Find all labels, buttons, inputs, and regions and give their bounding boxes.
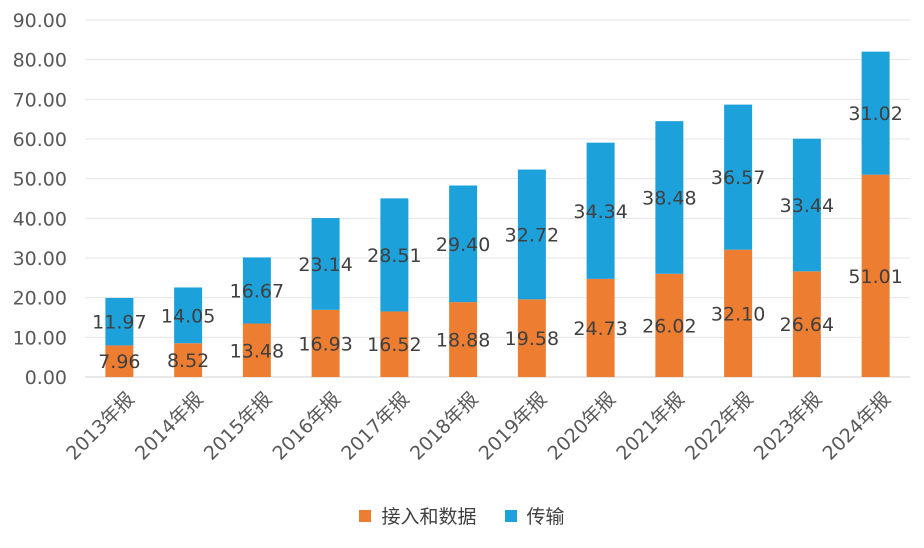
legend-item-series-0[interactable]: 接入和数据 (359, 502, 477, 529)
y-tick-label: 70.00 (13, 89, 67, 111)
bar-series-0[interactable] (311, 309, 340, 377)
bar-series-1[interactable] (517, 169, 546, 300)
data-label-series-0: 13.48 (230, 340, 284, 362)
bars (105, 51, 890, 377)
data-label-series-1: 29.40 (436, 234, 490, 256)
data-label-series-1: 33.44 (780, 195, 834, 217)
y-tick-label: 40.00 (13, 208, 67, 230)
bar-series-0[interactable] (242, 323, 271, 377)
bar-series-1[interactable] (655, 121, 684, 274)
bar-series-1[interactable] (242, 257, 271, 324)
legend: 接入和数据 传输 (0, 502, 924, 529)
data-label-series-1: 14.05 (161, 305, 215, 327)
data-label-series-0: 26.02 (642, 315, 696, 337)
x-tick-label: 2013年报 (62, 388, 139, 465)
legend-item-series-1[interactable]: 传输 (504, 502, 565, 529)
data-label-series-1: 32.72 (505, 224, 559, 246)
y-tick-label: 50.00 (13, 169, 67, 191)
data-label-series-0: 7.96 (98, 351, 140, 373)
x-tick-label: 2023年报 (750, 388, 827, 465)
bar-series-0[interactable] (380, 311, 409, 377)
bar-series-0[interactable] (792, 271, 821, 377)
y-tick-label: 90.00 (13, 10, 67, 32)
data-label-series-1: 28.51 (367, 245, 421, 267)
bar-series-0[interactable] (861, 174, 890, 377)
data-label-series-0: 51.01 (848, 266, 902, 288)
y-tick-label: 60.00 (13, 129, 67, 151)
bar-series-0[interactable] (586, 278, 615, 377)
x-tick-label: 2021年报 (612, 388, 689, 465)
x-tick-label: 2020年报 (544, 388, 621, 465)
y-tick-label: 0.00 (25, 367, 67, 389)
bar-series-0[interactable] (724, 249, 753, 377)
y-tick-label: 20.00 (13, 288, 67, 310)
x-tick-label: 2022年报 (681, 388, 758, 465)
legend-label-series-0: 接入和数据 (381, 506, 477, 528)
bar-series-1[interactable] (861, 51, 890, 175)
bar-series-1[interactable] (380, 198, 409, 312)
bar-series-0[interactable] (517, 299, 546, 377)
x-tick-label: 2019年报 (475, 388, 552, 465)
x-tick-label: 2016年报 (269, 388, 346, 465)
data-label-series-0: 16.93 (298, 333, 352, 355)
legend-swatch-series-0 (359, 509, 372, 522)
data-label-series-1: 36.57 (711, 167, 765, 189)
x-axis: 2013年报2014年报2015年报2016年报2017年报2018年报2019… (62, 388, 895, 465)
legend-swatch-series-1 (504, 509, 517, 522)
data-labels: 7.96 11.97 8.52 14.05 13.48 16.67 16.93 23.14 16… (92, 103, 903, 373)
x-tick-label: 2014年报 (131, 388, 208, 465)
y-tick-label: 10.00 (13, 327, 67, 349)
bar-series-0[interactable] (449, 302, 478, 377)
x-tick-label: 2018年报 (406, 388, 483, 465)
legend-label-series-1: 传输 (526, 506, 565, 528)
bar-series-1[interactable] (724, 104, 753, 250)
y-tick-label: 30.00 (13, 248, 67, 270)
data-label-series-0: 16.52 (367, 334, 421, 356)
data-label-series-0: 26.64 (780, 314, 834, 336)
bar-series-1[interactable] (449, 185, 478, 303)
y-tick-label: 80.00 (13, 50, 67, 72)
bar-series-0[interactable] (105, 345, 134, 377)
bar-series-1[interactable] (586, 142, 615, 279)
bar-series-1[interactable] (311, 218, 340, 310)
bar-series-1[interactable] (105, 297, 134, 346)
data-label-series-0: 18.88 (436, 330, 490, 352)
data-label-series-1: 31.02 (848, 103, 902, 125)
x-tick-label: 2017年报 (337, 388, 414, 465)
y-axis: 0.00 10.00 20.00 30.00 40.00 50.00 60.00 70.00 8… (13, 10, 67, 389)
bar-series-0[interactable] (174, 343, 203, 377)
data-label-series-0: 32.10 (711, 303, 765, 325)
data-label-series-1: 23.14 (298, 254, 352, 276)
data-label-series-1: 34.34 (573, 201, 627, 223)
x-tick-label: 2024年报 (819, 388, 896, 465)
bar-series-0[interactable] (655, 273, 684, 377)
data-label-series-0: 8.52 (167, 350, 209, 372)
data-label-series-0: 19.58 (505, 328, 559, 350)
data-label-series-1: 11.97 (92, 312, 146, 334)
data-label-series-0: 24.73 (573, 318, 627, 340)
gridlines (85, 19, 910, 378)
data-label-series-1: 16.67 (230, 280, 284, 302)
bar-series-1[interactable] (792, 138, 821, 272)
data-label-series-1: 38.48 (642, 187, 696, 209)
bar-series-1[interactable] (174, 287, 203, 344)
x-tick-label: 2015年报 (200, 388, 277, 465)
